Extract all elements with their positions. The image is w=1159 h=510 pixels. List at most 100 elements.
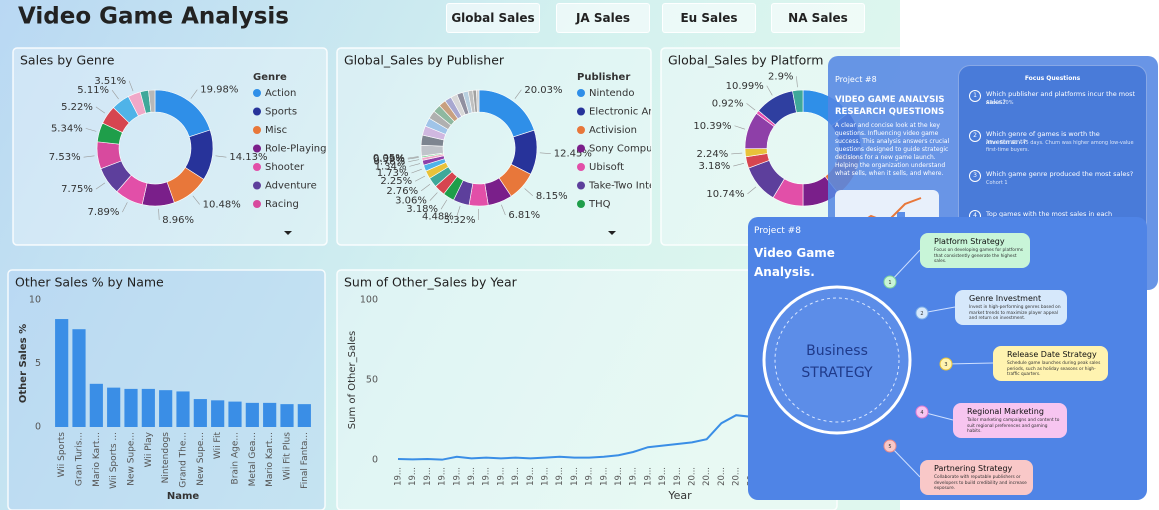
x-tick-label: Metal Gea... (248, 432, 258, 486)
value-label: 3.06% (395, 196, 427, 207)
legend-swatch (577, 107, 585, 116)
legend-label: Shooter (265, 162, 305, 173)
chart-title: Sales by Genre (20, 53, 115, 68)
legend-label: Role-Playing (265, 144, 326, 155)
legend-label: THQ (588, 199, 611, 210)
leader-line (734, 125, 746, 130)
legend-label: Adventure (265, 181, 317, 192)
y-axis-label: Sum of Other_Sales (347, 331, 358, 429)
question-text: Which game genre produced the most sales… (986, 170, 1134, 178)
step-number: 1 (888, 280, 891, 286)
value-label: 0.05% (373, 153, 405, 164)
leader-line (747, 186, 757, 195)
value-label: 6.81% (508, 210, 540, 221)
legend-swatch (253, 89, 261, 97)
leader-line (215, 155, 227, 158)
center-inner-ring (774, 297, 900, 423)
tab-button[interactable]: Eu Sales (662, 3, 756, 33)
chart-title: Other Sales % by Name (15, 275, 164, 290)
value-label: 0.78% (374, 157, 406, 168)
leader-line (414, 175, 426, 182)
value-label: 5.32% (444, 215, 476, 226)
y-tick-label: 0 (35, 422, 41, 433)
item-text: Collaborate with reputable publishers or… (934, 475, 1027, 491)
connector (945, 362, 994, 365)
value-label: 7.53% (49, 152, 81, 163)
tab-button[interactable]: Global Sales (446, 3, 540, 33)
legend-swatch (577, 163, 585, 171)
bar (228, 401, 242, 427)
value-label: 1.34% (375, 161, 407, 172)
value-label: 10.48% (203, 199, 241, 210)
value-label: 2.25% (380, 176, 412, 187)
legend-scroll-arrow (608, 231, 616, 235)
pie-slice (476, 89, 480, 113)
x-tick-label: 19... (673, 467, 683, 486)
x-tick-label: New Supe... (196, 432, 206, 486)
value-label: 5.11% (77, 85, 109, 96)
legend-swatch (253, 107, 261, 116)
x-tick-label: Wii Fit (213, 432, 223, 460)
legend-title: Genre (253, 72, 287, 83)
page-title: Video Game Analysis (18, 4, 289, 30)
chart-title: Global_Sales by Publisher (344, 53, 505, 68)
center-text: STRATEGY (801, 365, 873, 381)
strategy-item: Partnering Strategy Collaborate with repu… (920, 460, 1033, 495)
tab-button[interactable]: NA Sales (771, 3, 865, 33)
y-tick-label: 100 (360, 295, 378, 306)
item-title: Platform Strategy (934, 237, 1005, 246)
value-label: 10.74% (706, 189, 744, 200)
value-label: 0.92% (712, 98, 744, 109)
value-label: 14.13% (229, 152, 267, 163)
step-dot (915, 306, 929, 320)
question-answer: After first 30 - 45 days. Churn was high… (986, 140, 1134, 153)
item-title: Regional Marketing (967, 407, 1044, 416)
strategy-item: Release Date Strategy Schedule game launc… (993, 346, 1108, 381)
leader-line (128, 80, 134, 92)
x-tick-label: 19... (467, 467, 477, 486)
bar (211, 400, 225, 427)
x-tick-label: New Supe... (127, 432, 137, 486)
question-number: 3 (969, 170, 981, 182)
question-answer: Cohort 1 (986, 180, 1008, 186)
leader-line (407, 156, 419, 159)
chart-title: Sum of Other_Sales by Year (344, 275, 518, 290)
chart: Other Sales % by Name 0 5 10 Other Sales % Wi… (15, 275, 311, 502)
x-tick-label: Mario Kart... (92, 432, 102, 487)
leader-line (731, 152, 743, 155)
leader-line (456, 205, 461, 217)
center-text: Business (806, 343, 868, 359)
legend-swatch (577, 126, 585, 134)
leader-line (407, 157, 419, 160)
leader-line (766, 85, 773, 96)
leader-line (95, 106, 106, 114)
value-label: 3.18% (406, 204, 438, 215)
bar (176, 391, 190, 427)
legend-swatch (577, 200, 585, 208)
strategy-item: Platform Strategy Focus on developing gam… (920, 233, 1030, 268)
strategy-item: Genre Investment Invest in high-performin… (955, 290, 1067, 325)
legend-swatch (577, 144, 585, 153)
value-label: 10.99% (726, 81, 764, 92)
leader-line (746, 103, 756, 111)
x-tick-label: Wii Sports ... (109, 432, 119, 489)
x-tick-label: 19... (438, 467, 448, 486)
step-dot (883, 439, 897, 453)
leader-line (429, 192, 438, 201)
x-tick-label: Mario Kart... (265, 432, 275, 487)
x-tick-label: Gran Turis... (75, 432, 85, 486)
bar (263, 402, 277, 427)
leader-line (796, 76, 798, 88)
pie-slice (148, 89, 156, 113)
question-text: Which publisher and platforms incur the … (986, 90, 1136, 106)
leader-line (539, 152, 551, 154)
tab-button[interactable]: JA Sales (556, 3, 650, 33)
bar (124, 388, 138, 427)
value-label: 7.75% (61, 184, 93, 195)
bar (280, 404, 294, 427)
x-tick-label: 19... (408, 467, 418, 486)
leader-line (83, 155, 95, 158)
item-title: Partnering Strategy (934, 464, 1013, 473)
value-label: 2.24% (696, 149, 728, 160)
card-heading: Video Game Analysis. (754, 246, 835, 279)
